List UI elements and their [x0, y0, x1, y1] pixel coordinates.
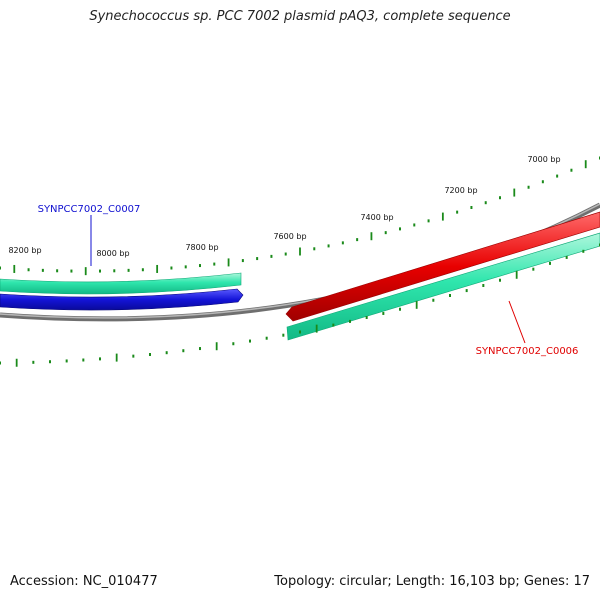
ruler-ticks-lower — [0, 243, 600, 367]
gene-arrow-c0006[interactable] — [285, 211, 600, 322]
ruler-tick-label: 7200 bp — [444, 186, 477, 195]
gene-label-c0006[interactable]: SYNPCC7002_C0006 — [476, 346, 579, 357]
gene-label-c0007[interactable]: SYNPCC7002_C0007 — [38, 204, 141, 215]
ruler-ticks — [0, 156, 600, 276]
ruler-tick-label: 7600 bp — [273, 232, 306, 241]
gene-label-leader-c0006 — [508, 300, 526, 344]
ruler-tick-label: 7000 bp — [527, 155, 560, 164]
orf-track-left-upper — [0, 272, 242, 295]
gene-arrow-c0007[interactable] — [0, 288, 244, 311]
plasmid-summary-text: Topology: circular; Length: 16,103 bp; G… — [274, 574, 590, 589]
ruler-tick-label: 7400 bp — [360, 213, 393, 222]
ruler-tick-label: 8200 bp — [8, 246, 41, 255]
ruler-tick-label: 7800 bp — [185, 243, 218, 252]
orf-track-right-lower — [286, 232, 600, 341]
ruler-tick-label: 8000 bp — [96, 249, 129, 258]
map-title: Synechococcus sp. PCC 7002 plasmid pAQ3,… — [89, 9, 511, 24]
ruler-labels: 7000 bp 7200 bp 7400 bp 7600 bp 7800 bp 8000 … — [8, 155, 560, 258]
accession-text: Accession: NC_010477 — [10, 574, 158, 589]
